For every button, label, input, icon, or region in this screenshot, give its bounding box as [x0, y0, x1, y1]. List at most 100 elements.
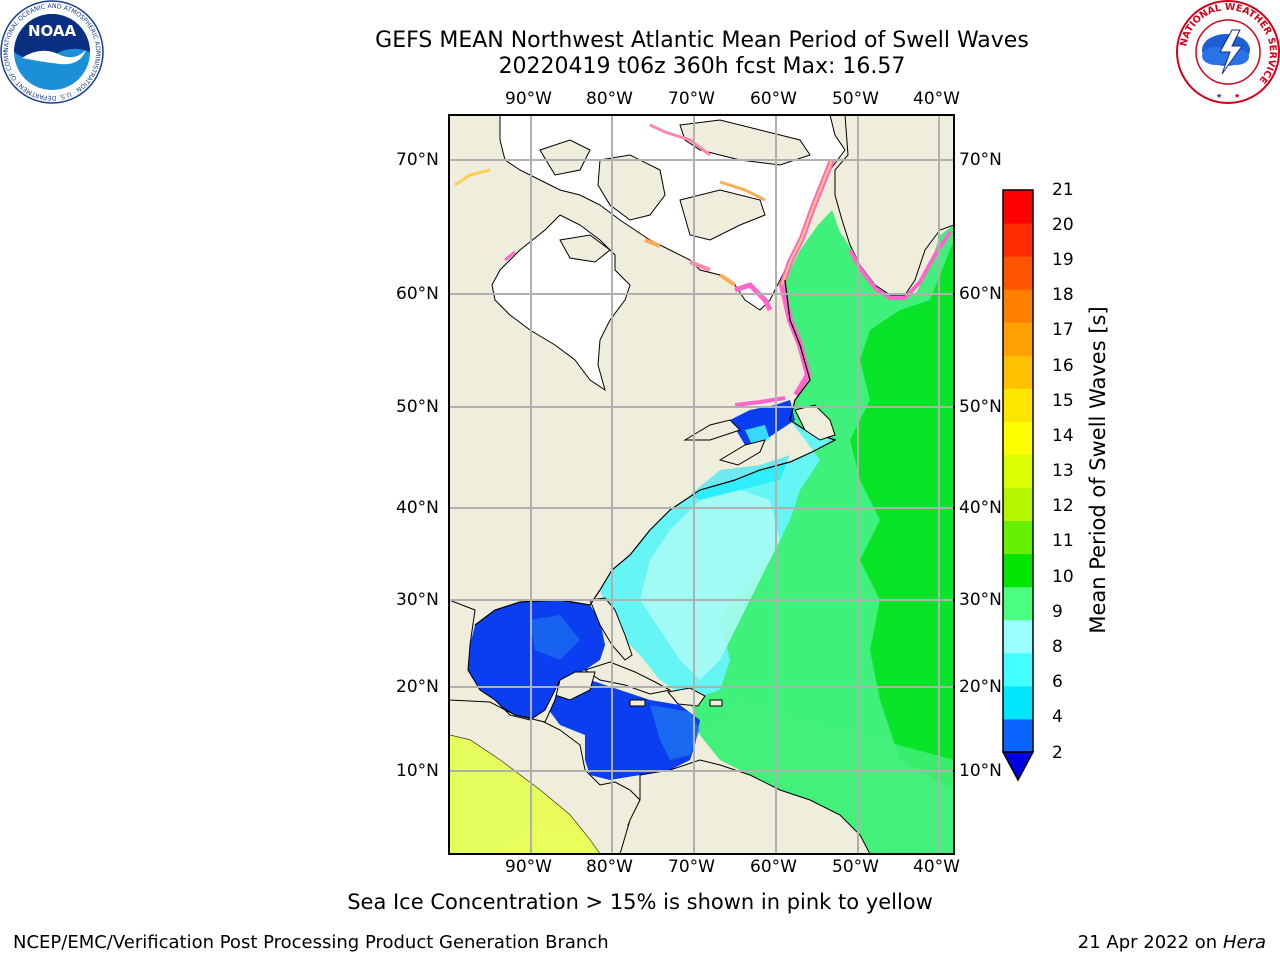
colorbar-block — [1003, 223, 1033, 257]
lon-label-bottom: 50°W — [832, 857, 879, 877]
land-background — [449, 115, 954, 854]
lat-label-right: 30°N — [959, 590, 1002, 610]
colorbar-block — [1003, 685, 1033, 720]
colorbar-tick: 4 — [1052, 707, 1063, 727]
gridlines — [449, 115, 954, 854]
gulf-of-mexico — [468, 600, 605, 720]
colorbar-tick: 15 — [1052, 391, 1074, 411]
lon-label-top: 50°W — [832, 89, 879, 109]
lat-label-right: 70°N — [959, 150, 1002, 170]
yucatan — [554, 671, 596, 701]
colorbar-tick: 2 — [1052, 743, 1063, 763]
colorbar-block — [1003, 586, 1033, 621]
colorbar-tick: 9 — [1052, 602, 1063, 622]
colorbar-block — [1003, 355, 1033, 389]
colorbar-tick: 6 — [1052, 672, 1063, 692]
colorbar-tick: 19 — [1052, 250, 1074, 270]
sea-ice-edge — [454, 123, 952, 407]
footer-credit: NCEP/EMC/Verification Post Processing Pr… — [13, 932, 609, 953]
lon-label-top: 80°W — [586, 89, 633, 109]
caribbean-sea — [545, 680, 700, 780]
colorbar-block — [1003, 388, 1033, 422]
colorbar-block — [1003, 652, 1033, 687]
colorbar-tick: 16 — [1052, 356, 1074, 376]
colorbar-under-triangle — [1001, 751, 1035, 782]
florida — [589, 597, 633, 661]
colorbar-block — [1003, 190, 1033, 224]
colorbar-frame — [1002, 189, 1034, 753]
lat-label-left: 20°N — [396, 677, 439, 697]
lon-label-top: 60°W — [750, 89, 797, 109]
colorbar-label: Mean Period of Swell Waves [s] — [1086, 306, 1110, 634]
central-america — [449, 699, 641, 854]
ocean-mid-zone — [640, 490, 780, 680]
footer-date: 21 Apr 2022 on Hera — [1078, 932, 1266, 953]
svg-text:★: ★ — [1234, 92, 1240, 100]
na-east-coast — [599, 279, 837, 591]
colorbar-tick: 21 — [1052, 180, 1074, 200]
atlantic-ocean — [600, 210, 954, 854]
ocean-near-shore — [690, 455, 790, 500]
chart-title: GEFS MEAN Northwest Atlantic Mean Period… — [375, 28, 1029, 53]
lon-label-top: 40°W — [913, 89, 960, 109]
colorbar-tick: 8 — [1052, 637, 1063, 657]
colorbar-block — [1003, 322, 1033, 356]
colorbar-tick: 20 — [1052, 215, 1074, 235]
lat-label-left: 70°N — [396, 150, 439, 170]
sea-ice-note: Sea Ice Concentration > 15% is shown in … — [347, 890, 933, 914]
ocean-coastal-zone — [600, 420, 835, 700]
colorbar-block — [1003, 289, 1033, 323]
colorbar-block — [1003, 256, 1033, 290]
colorbar-tick: 10 — [1052, 567, 1074, 587]
lon-label-bottom: 70°W — [668, 857, 715, 877]
hudson-bay-ice — [491, 214, 631, 392]
gulf-of-st-lawrence — [730, 400, 795, 445]
nws-logo: NATIONAL WEATHER SERVICE ★ ★ — [1176, 0, 1280, 104]
eastern-pacific — [449, 716, 628, 854]
colorbar-block — [1003, 520, 1033, 555]
colorbar-block — [1003, 487, 1033, 522]
colorbar-block — [1003, 718, 1033, 753]
colorbar-tick: 18 — [1052, 285, 1074, 305]
lon-label-bottom: 80°W — [586, 857, 633, 877]
colorbar-block — [1003, 421, 1033, 455]
lon-label-bottom: 90°W — [505, 857, 552, 877]
greenland — [834, 115, 954, 296]
lat-label-left: 10°N — [396, 761, 439, 781]
newfoundland — [794, 404, 836, 441]
noaa-logo: NATIONAL OCEANIC AND ATMOSPHERIC ADMINIS… — [0, 0, 104, 104]
lat-label-right: 60°N — [959, 284, 1002, 304]
chart-subtitle: 20220419 t06z 360h fcst Max: 16.57 — [498, 54, 906, 79]
gulf-coast — [474, 589, 601, 626]
map-frame — [448, 114, 955, 855]
colorbar-tick: 11 — [1052, 531, 1074, 551]
noaa-text: NOAA — [28, 22, 77, 40]
lon-label-bottom: 60°W — [750, 857, 797, 877]
lat-label-right: 10°N — [959, 761, 1002, 781]
mexico — [449, 599, 561, 723]
lon-label-top: 90°W — [505, 89, 552, 109]
arctic-ice — [499, 115, 846, 311]
lon-label-bottom: 40°W — [913, 857, 960, 877]
lat-label-left: 40°N — [396, 498, 439, 518]
colorbar-tick: 14 — [1052, 426, 1074, 446]
footer-host: Hera — [1222, 932, 1266, 953]
colorbar-block — [1003, 454, 1033, 489]
lat-label-left: 50°N — [396, 397, 439, 417]
lat-label-right: 20°N — [959, 677, 1002, 697]
colorbar-block — [1003, 619, 1033, 654]
lon-label-top: 70°W — [668, 89, 715, 109]
colorbar-tick: 12 — [1052, 496, 1074, 516]
colorbar-tick: 17 — [1052, 320, 1074, 340]
hispaniola — [667, 687, 706, 707]
colorbar-block — [1003, 553, 1033, 588]
footer-date-text: 21 Apr 2022 on — [1077, 932, 1223, 953]
cuba — [583, 661, 672, 695]
lat-label-left: 60°N — [396, 284, 439, 304]
nova-scotia — [718, 439, 766, 466]
ocean-long-period-zone — [850, 240, 954, 790]
colorbar — [1001, 189, 1035, 782]
south-america — [619, 759, 871, 854]
lat-label-right: 50°N — [959, 397, 1002, 417]
lat-label-right: 40°N — [959, 498, 1002, 518]
